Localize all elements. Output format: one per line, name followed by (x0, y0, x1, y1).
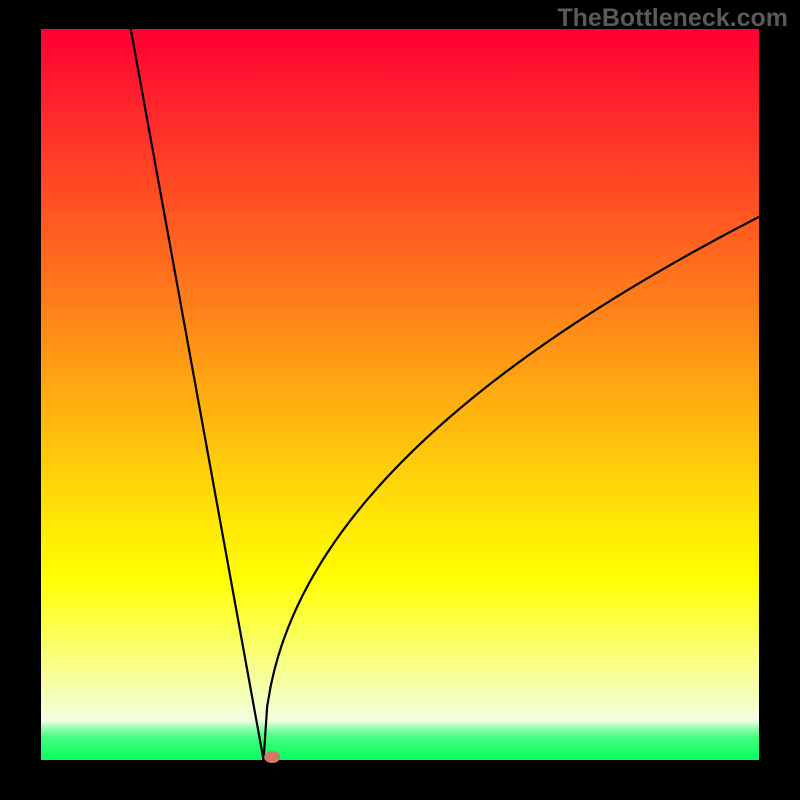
marker-dot (264, 751, 280, 763)
plot-svg (0, 0, 800, 800)
watermark-text: TheBottleneck.com (557, 4, 788, 33)
chart-container: TheBottleneck.com (0, 0, 800, 800)
gradient-background (41, 29, 759, 760)
